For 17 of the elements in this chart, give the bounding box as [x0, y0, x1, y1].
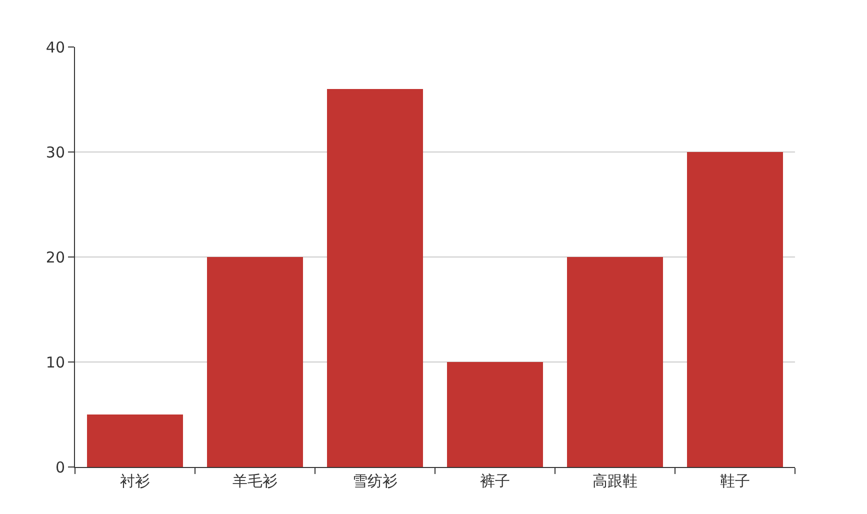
bar: [87, 414, 183, 467]
bar: [447, 362, 543, 467]
bar: [567, 257, 663, 467]
bar: [207, 257, 303, 467]
bar: [687, 152, 783, 467]
x-tick-label: 衬衫: [120, 472, 150, 490]
x-tick-label: 高跟鞋: [592, 472, 638, 490]
x-tick-label: 雪纺衫: [352, 472, 398, 490]
y-tick-label: 20: [46, 248, 65, 266]
y-tick-label: 30: [46, 143, 65, 162]
bar: [327, 89, 423, 467]
y-tick-label: 40: [46, 38, 65, 56]
y-tick-label: 0: [55, 458, 65, 476]
x-tick-label: 鞋子: [720, 472, 750, 490]
y-tick-label: 10: [46, 353, 65, 372]
x-tick-label: 羊毛衫: [232, 472, 278, 490]
x-tick-label: 裤子: [480, 472, 510, 490]
